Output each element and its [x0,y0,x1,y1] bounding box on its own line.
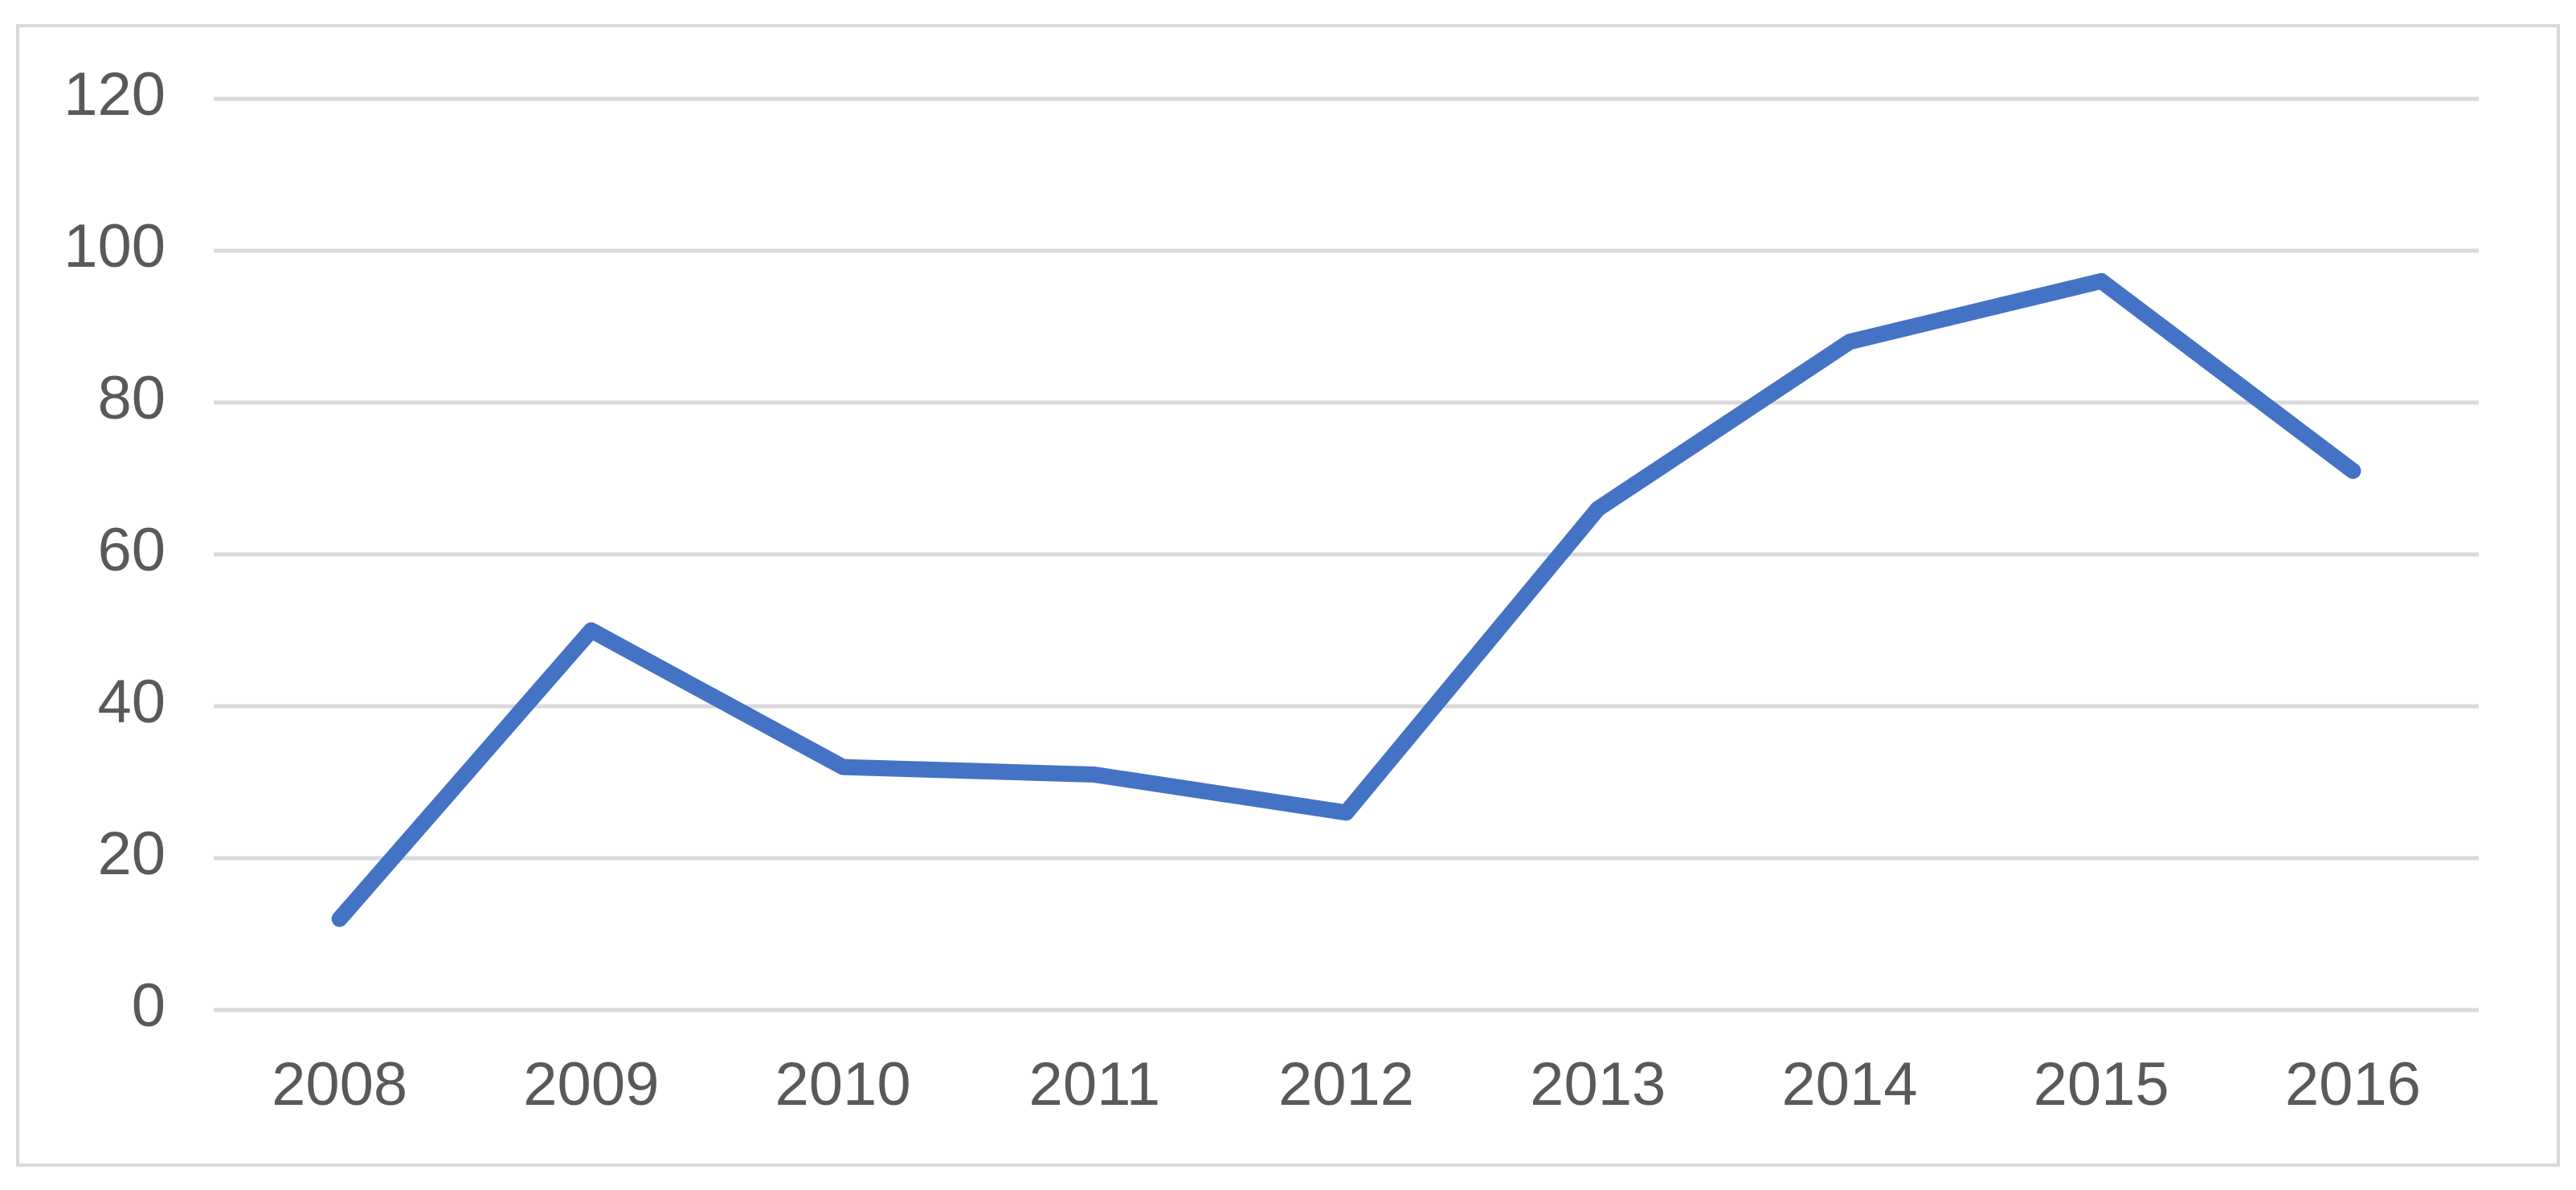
x-tick-label: 2008 [272,1050,407,1118]
y-tick-label: 40 [97,668,166,736]
y-tick-label: 100 [63,212,166,280]
x-tick-label: 2016 [2285,1050,2421,1118]
x-tick-label: 2009 [523,1050,659,1118]
data-line [331,272,2361,927]
y-tick-label: 20 [97,820,166,888]
y-tick-label: 60 [97,516,166,584]
x-tick-label: 2014 [1781,1050,1917,1118]
y-tick-label: 0 [132,971,166,1040]
x-tick-label: 2015 [2034,1050,2169,1118]
x-tick-label: 2010 [775,1050,911,1118]
y-tick-label: 120 [63,60,166,129]
y-tick-label: 80 [97,364,166,432]
x-tick-label: 2013 [1530,1050,1666,1118]
x-tick-label: 2011 [1029,1050,1160,1118]
x-tick-label: 2012 [1278,1050,1414,1118]
chart-border [16,24,2560,1167]
